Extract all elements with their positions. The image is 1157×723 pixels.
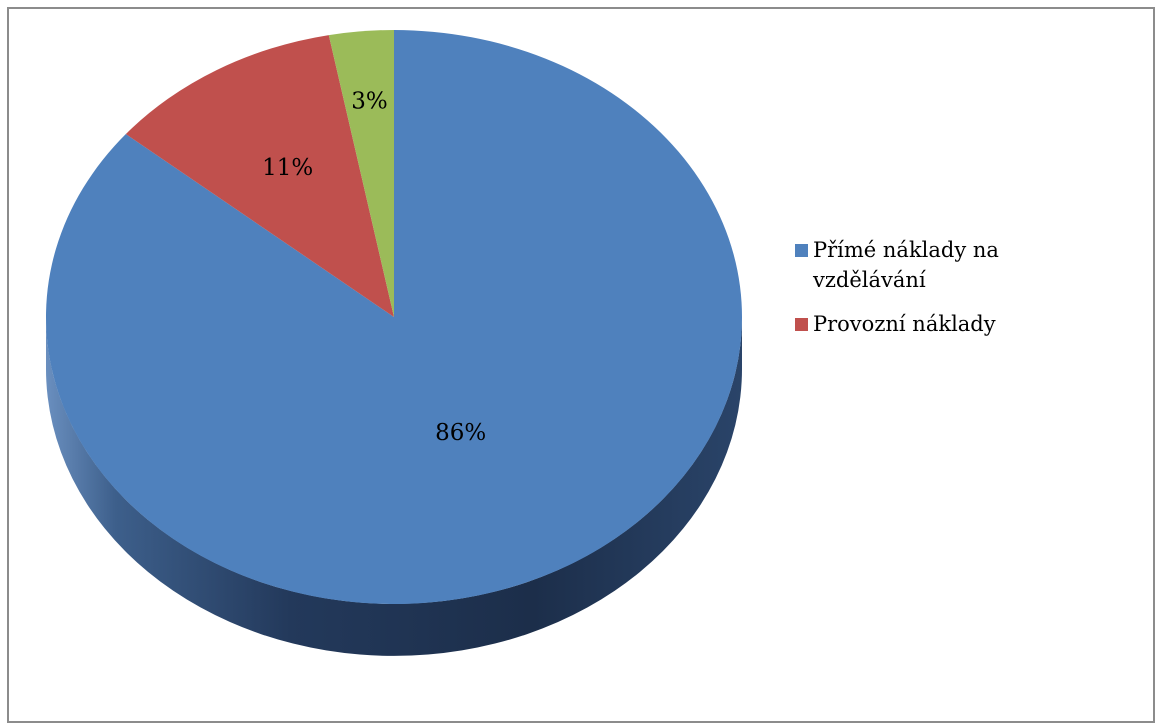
slice-prime-naklady-label: 86% [435, 420, 486, 446]
legend-entry-provozni-naklady: Provozní náklady [795, 309, 1095, 339]
legend-swatch-red [795, 318, 808, 331]
pie-sides [46, 317, 742, 656]
pie-data-labels: 86% 11% 3% [262, 89, 486, 446]
legend-label-prime-naklady: Přímé náklady na vzdělávání [813, 238, 999, 292]
slice-provozni-naklady [125, 35, 394, 318]
chart-legend: Přímé náklady na vzdělávání Provozní nák… [795, 235, 1095, 353]
slice-provozni-naklady-label: 11% [262, 155, 313, 181]
slice-side-prime-naklady [46, 317, 742, 656]
legend-entry-prime-naklady: Přímé náklady na vzdělávání [795, 235, 1095, 295]
slice-other [328, 30, 394, 317]
legend-swatch-blue [795, 244, 808, 257]
legend-label-provozni-naklady: Provozní náklady [813, 312, 996, 336]
slice-other-label: 3% [351, 89, 388, 115]
pie-slices [45, 30, 743, 605]
slice-prime-naklady [45, 30, 743, 605]
